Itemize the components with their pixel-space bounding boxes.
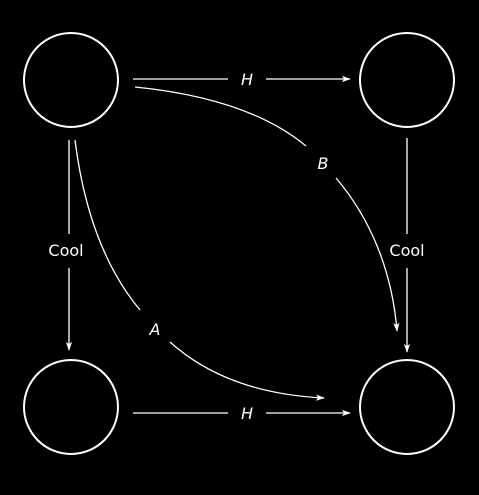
edge-top-label: H	[241, 70, 253, 89]
edge-curve-b-label: B	[318, 154, 329, 173]
node-top-left	[23, 32, 119, 128]
edge-bottom-label: H	[241, 404, 253, 423]
edge-curve-b-segment-1	[134, 86, 307, 147]
edge-curve-a-label: A	[149, 320, 161, 339]
edge-curve-a-segment-2	[169, 341, 325, 401]
node-bottom-left	[23, 359, 119, 455]
node-top-right	[359, 32, 455, 128]
edge-curve-b-segment-2	[335, 177, 400, 332]
edge-left-label: Cool	[48, 241, 83, 260]
edge-curve-a-segment-1	[74, 139, 141, 311]
edge-right-label: Cool	[389, 241, 424, 260]
node-bottom-right	[359, 359, 455, 455]
